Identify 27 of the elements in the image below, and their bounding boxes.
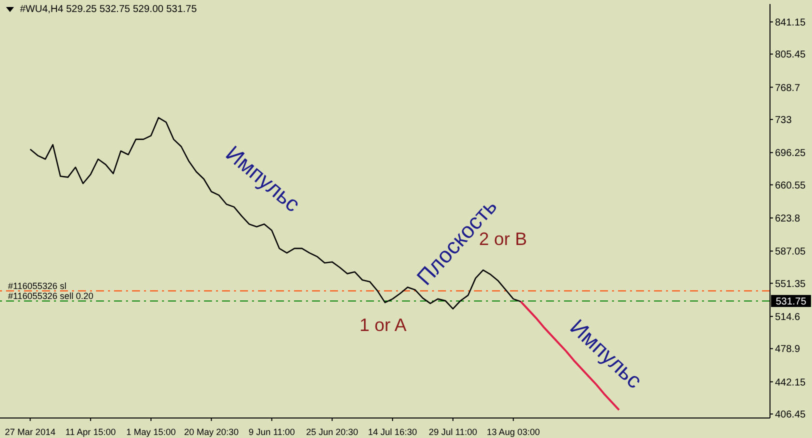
x-tick-label: 13 Aug 03:00 xyxy=(486,427,540,437)
ref-line-label: #116055326 sell 0.20 xyxy=(8,290,94,301)
x-tick-label: 25 Jun 20:30 xyxy=(306,427,358,437)
ref-line-label: #116055326 sl xyxy=(8,280,66,291)
y-tick-label: 768.7 xyxy=(775,82,800,94)
text: 531.75 xyxy=(776,296,807,308)
y-tick-label: 805.45 xyxy=(775,50,806,61)
x-tick-label: 14 Jul 16:30 xyxy=(368,427,418,437)
x-tick-label: 1 May 15:00 xyxy=(126,427,176,437)
y-tick-label: 406.45 xyxy=(775,410,806,421)
annotation: 1 or A xyxy=(359,314,407,335)
x-tick-label: 9 Jun 11:00 xyxy=(248,427,295,437)
y-tick-label: 478.9 xyxy=(775,344,800,356)
x-tick-label: 27 Mar 2014 xyxy=(4,427,56,437)
y-tick-label: 623.8 xyxy=(775,213,800,224)
x-tick-label: 29 Jul 11:00 xyxy=(428,427,478,437)
y-tick-label: 660.55 xyxy=(775,180,806,192)
y-tick-label: 587.05 xyxy=(775,246,806,258)
chart-title: #WU4,H4 529.25 532.75 529.00 531.75 xyxy=(20,4,197,15)
y-tick-label: 514.6 xyxy=(775,312,800,323)
y-tick-label: 696.25 xyxy=(775,148,806,160)
y-tick-label: 841.15 xyxy=(775,17,806,28)
x-tick-label: 11 Apr 15:00 xyxy=(65,427,116,437)
x-tick-label: 20 May 20:30 xyxy=(184,427,239,437)
y-tick-label: 551.35 xyxy=(775,278,806,290)
y-tick-label: 442.15 xyxy=(775,377,806,388)
y-tick-label: 733 xyxy=(775,115,792,126)
